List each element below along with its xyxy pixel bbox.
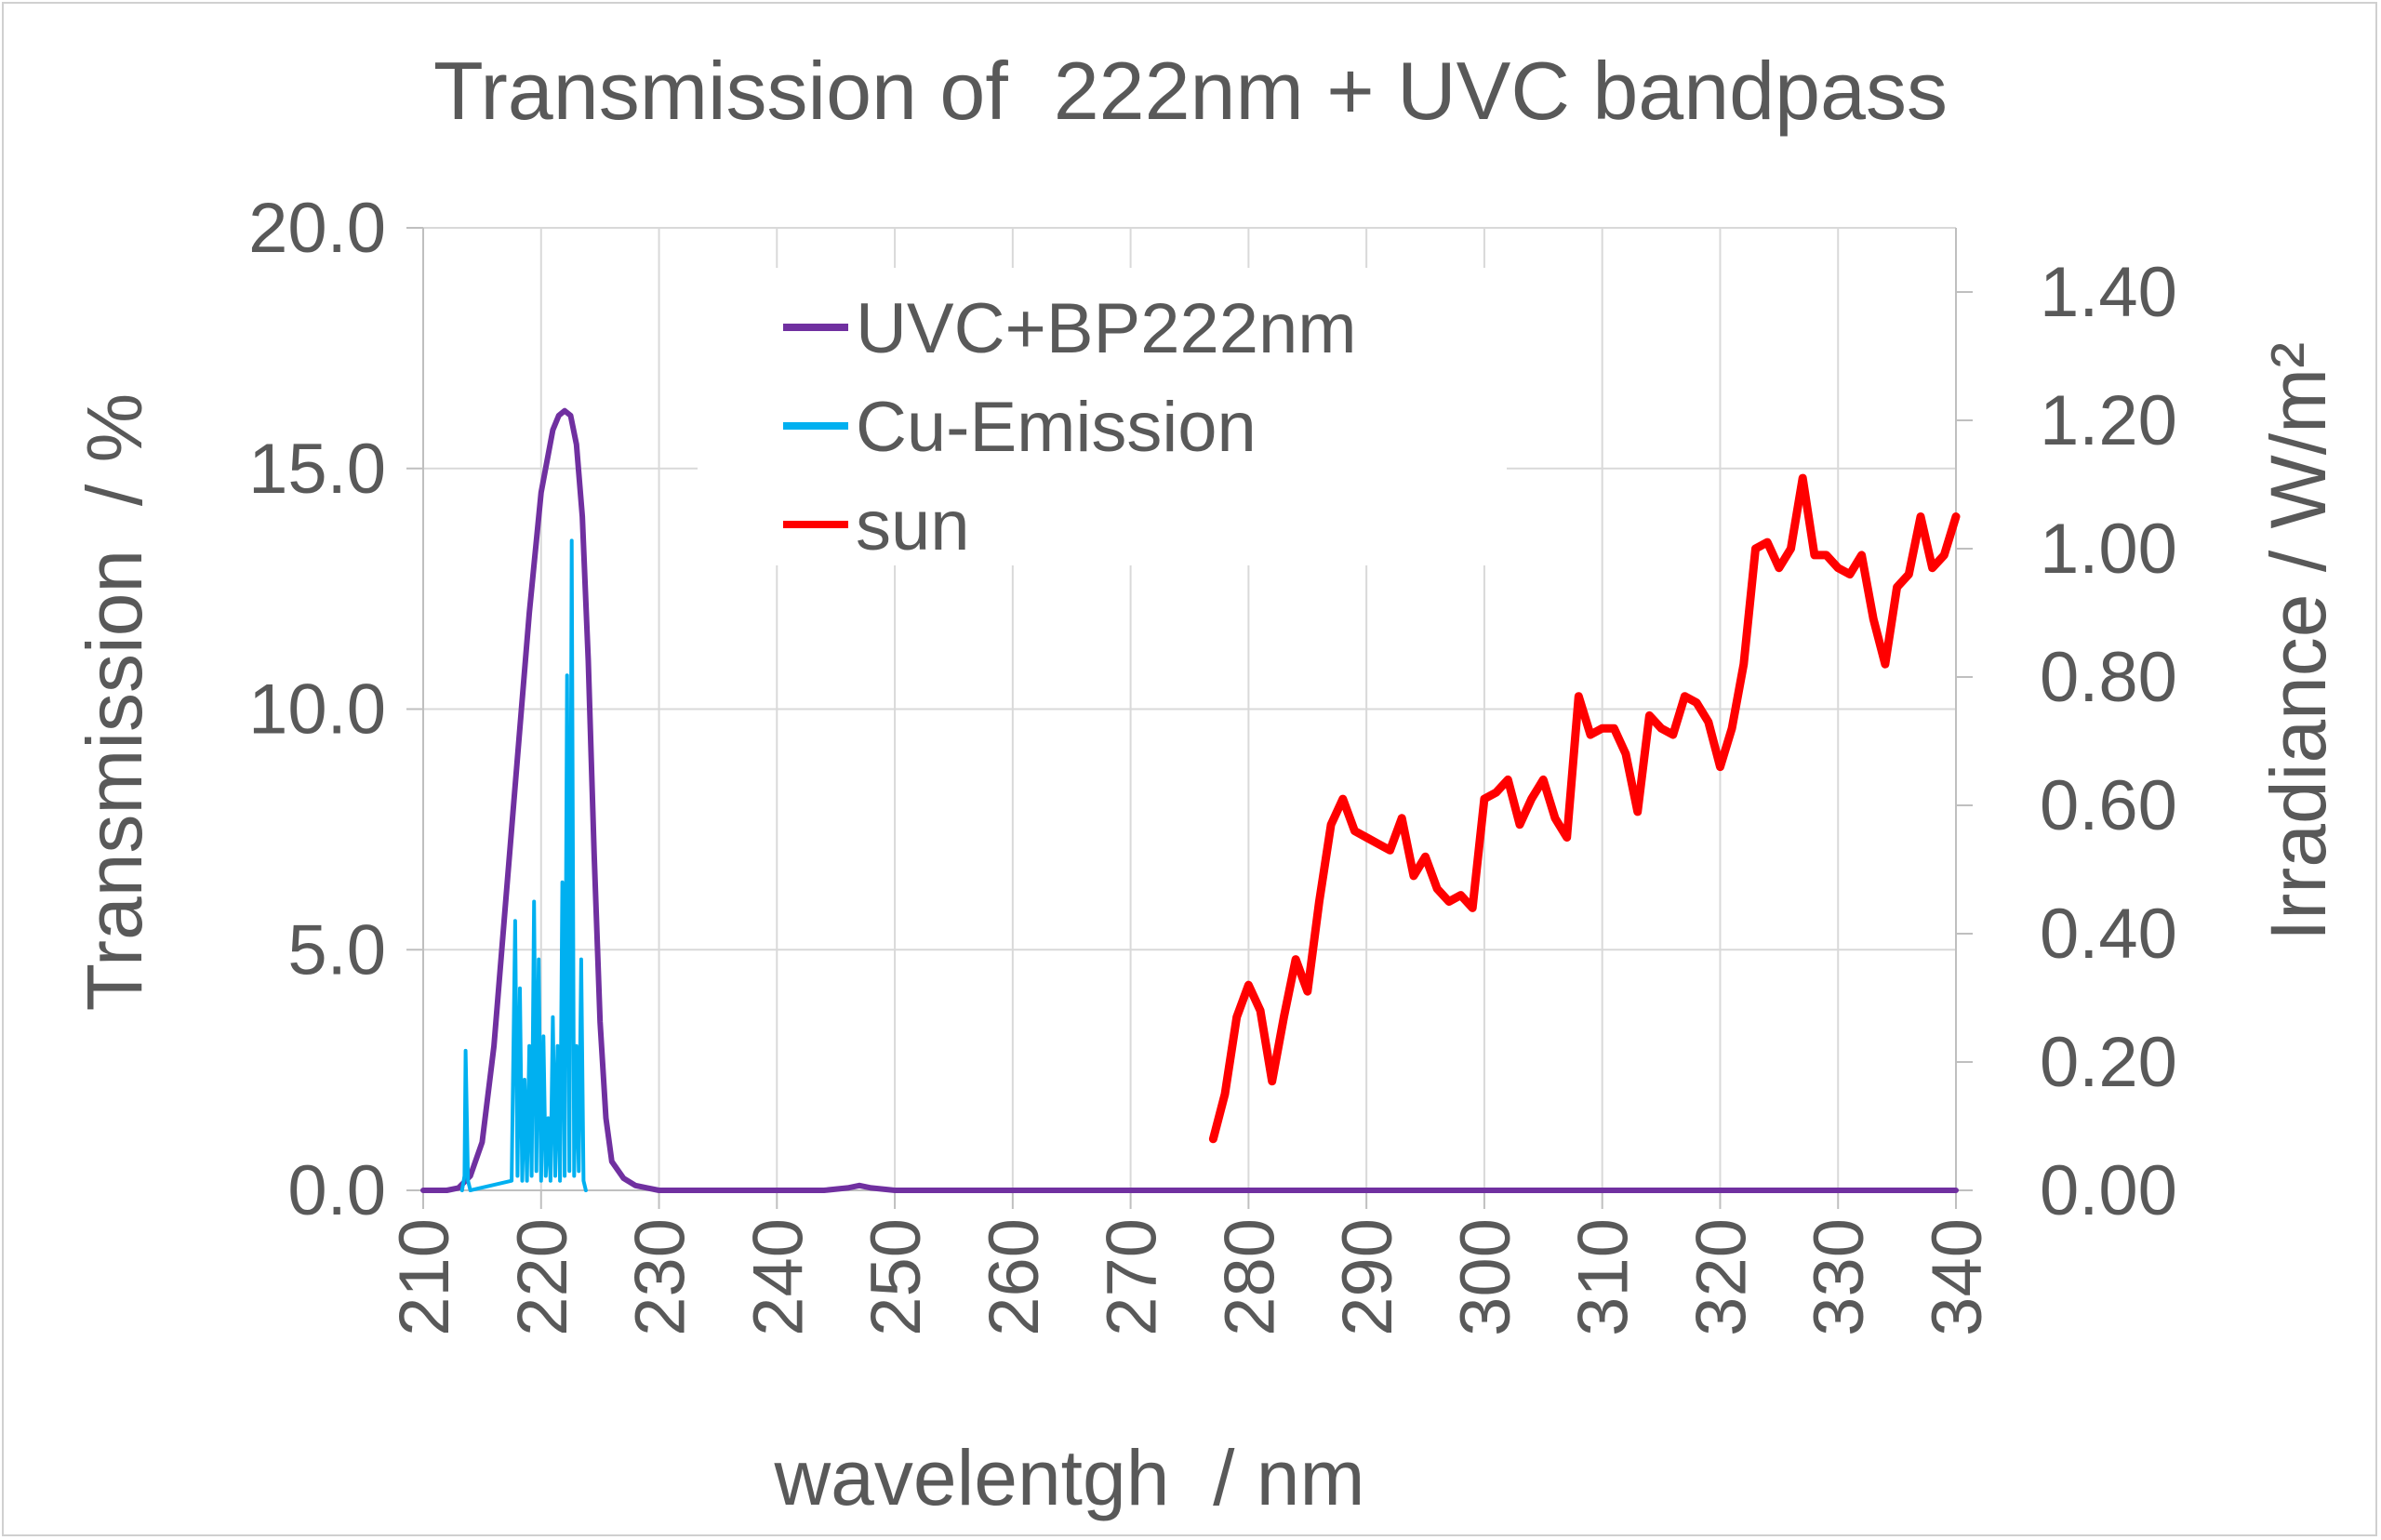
x-tick-label: 280 — [1210, 1218, 1289, 1336]
x-tick-label: 260 — [975, 1218, 1054, 1336]
y2-tick-label: 0.60 — [2040, 766, 2177, 845]
axes: 210 220 230 240 250 260 270 280 290 300 310 320 330 3… — [248, 189, 2177, 1336]
series-lines — [420, 407, 1961, 1193]
x-tick-label: 270 — [1093, 1218, 1172, 1336]
legend-label: sun — [856, 486, 970, 565]
x-tick-label: 320 — [1682, 1218, 1761, 1336]
x-tick-label: 300 — [1446, 1218, 1525, 1336]
x-tick-label: 340 — [1918, 1218, 1997, 1336]
x-tick-label: 220 — [503, 1218, 582, 1336]
x-tick-label: 290 — [1328, 1218, 1407, 1336]
y-tick-label: 5.0 — [287, 910, 386, 989]
y2-tick-label: 0.00 — [2040, 1151, 2177, 1230]
legend: UVC+BP222nm Cu-Emission sun — [698, 268, 1507, 565]
series-line-sun — [1208, 473, 1961, 1144]
legend-label: Cu-Emission — [856, 388, 1257, 467]
x-axis-label: wavelentgh / nm — [773, 1434, 1364, 1521]
y2-tick-label: 0.20 — [2040, 1023, 2177, 1102]
y-tick-label: 0.0 — [287, 1151, 386, 1230]
y2-tick-label: 0.80 — [2040, 638, 2177, 717]
y2-tick-label: 0.40 — [2040, 895, 2177, 974]
y2-tick-label: 1.20 — [2040, 381, 2177, 460]
y-tick-label: 10.0 — [248, 670, 386, 750]
x-tick-label: 330 — [1800, 1218, 1879, 1336]
x-tick-label: 240 — [738, 1218, 818, 1336]
series-line-cu-emission — [459, 538, 588, 1192]
y-tick-label: 20.0 — [248, 189, 386, 268]
x-tick-label: 230 — [621, 1218, 700, 1336]
x-tick-label: 250 — [857, 1218, 936, 1336]
legend-label: UVC+BP222nm — [856, 289, 1357, 368]
y-axis-label: Transmission / % — [71, 393, 158, 1011]
y2-tick-label: 1.40 — [2040, 253, 2177, 332]
y-tick-label: 15.0 — [248, 430, 386, 509]
y2-tick-label: 1.00 — [2040, 510, 2177, 589]
x-tick-label: 210 — [385, 1218, 464, 1336]
legend-box — [698, 268, 1507, 565]
series-line-uvc-bp222nm — [420, 407, 1959, 1193]
chart-title: Transmission of 222nm + UVC bandpass — [433, 45, 1948, 137]
y2-axis-label: Irradiance / W/m² — [2255, 342, 2342, 941]
x-tick-label: 310 — [1564, 1218, 1643, 1336]
